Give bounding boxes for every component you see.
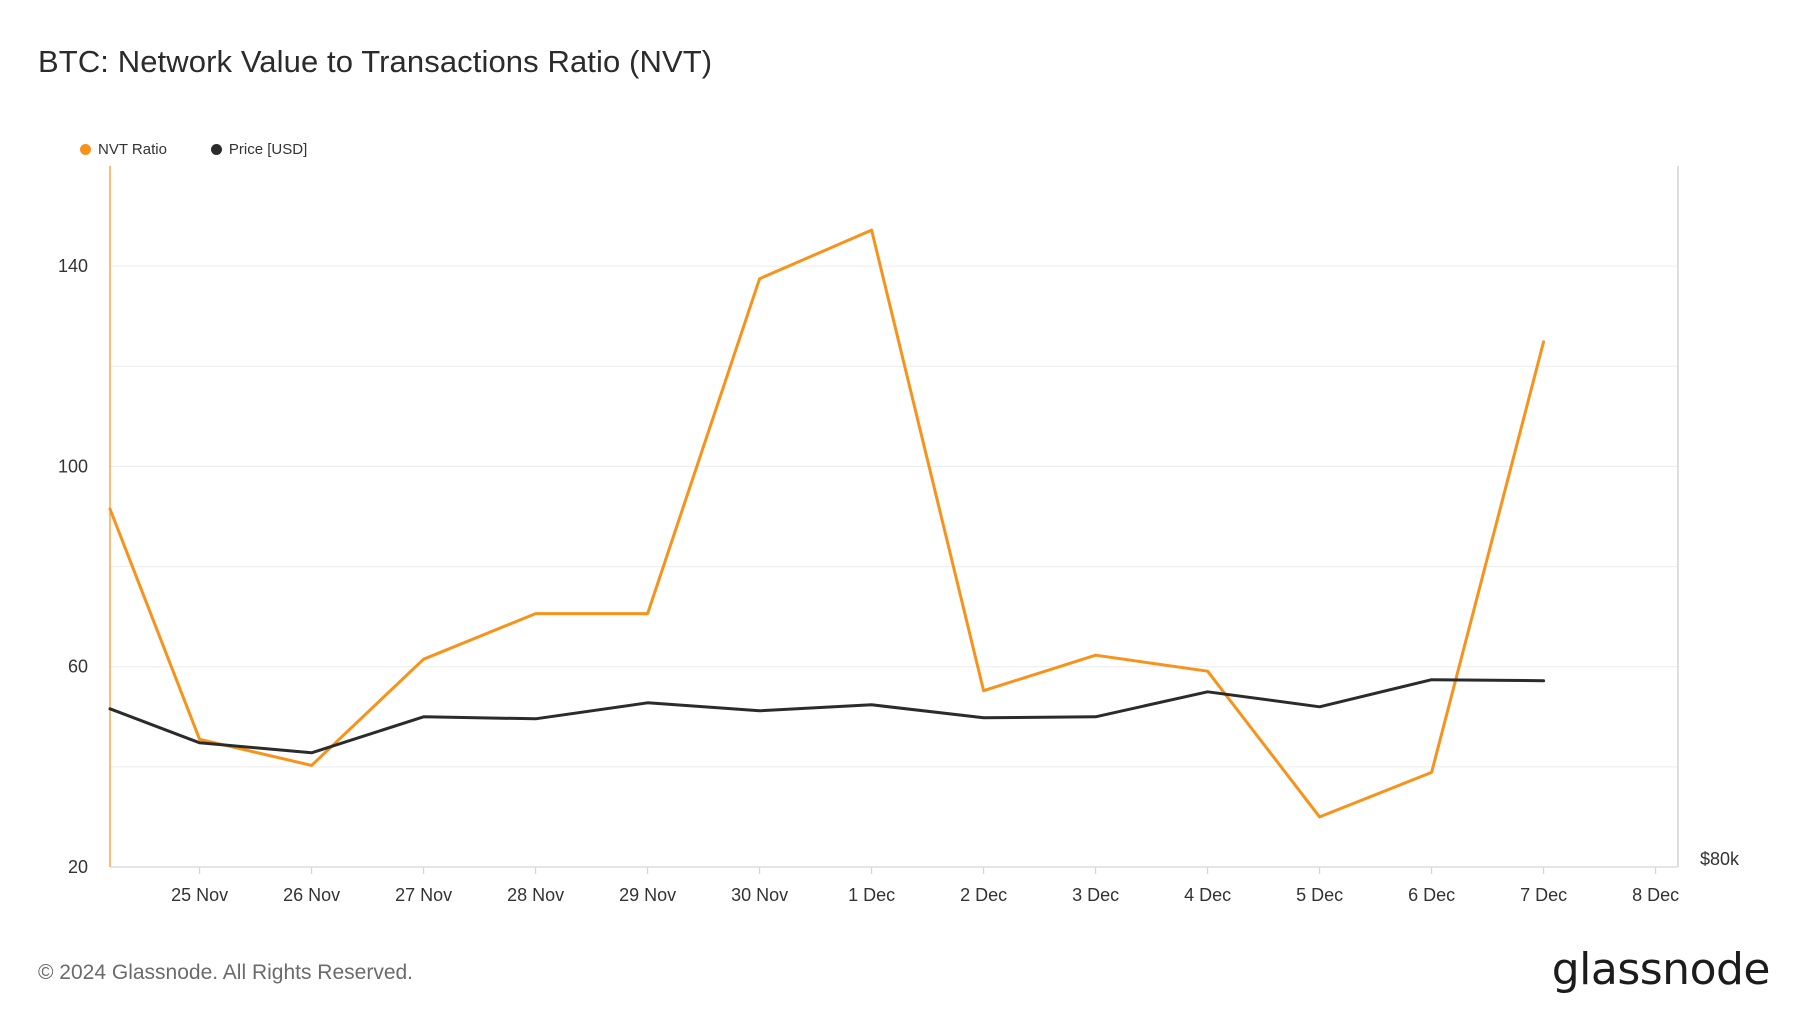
copyright-text: © 2024 Glassnode. All Rights Reserved. xyxy=(38,961,414,984)
price-line xyxy=(108,678,1546,755)
nvt-ratio-line xyxy=(108,228,1546,819)
legend-item-nvt[interactable]: NVT Ratio xyxy=(80,141,167,158)
x-tick-label-8: 3 Dec xyxy=(1072,885,1119,905)
x-tick-label-11: 6 Dec xyxy=(1408,885,1455,905)
x-tick-label-5: 30 Nov xyxy=(731,885,788,905)
x-tick-label-10: 5 Dec xyxy=(1296,885,1343,905)
y-tick-label-20: 20 xyxy=(68,857,88,877)
x-tick-label-6: 1 Dec xyxy=(848,885,895,905)
legend-dot-nvt xyxy=(80,144,91,155)
x-tick-label-0: 25 Nov xyxy=(171,885,228,905)
x-tick-label-2: 27 Nov xyxy=(395,885,452,905)
legend-label-price: Price [USD] xyxy=(228,141,308,158)
x-tick-label-7: 2 Dec xyxy=(960,885,1007,905)
y-tick-label-100: 100 xyxy=(58,456,88,476)
x-tick-label-3: 28 Nov xyxy=(507,885,564,905)
legend-item-price[interactable]: Price [USD] xyxy=(210,141,308,158)
x-tick-label-1: 26 Nov xyxy=(283,885,340,905)
x-tick-label-4: 29 Nov xyxy=(619,885,676,905)
chart-legend: NVT Ratio Price [USD] xyxy=(80,141,307,158)
y-right-tick-label: $80k xyxy=(1700,849,1740,869)
x-tick-label-12: 7 Dec xyxy=(1520,885,1567,905)
x-tick-label-9: 4 Dec xyxy=(1184,885,1231,905)
y-tick-label-140: 140 xyxy=(58,256,88,276)
legend-dot-price xyxy=(210,144,222,155)
chart-title: BTC: Network Value to Transactions Ratio… xyxy=(38,44,713,79)
y-tick-label-60: 60 xyxy=(68,657,88,677)
glassnode-logo: glassnode xyxy=(1551,944,1771,995)
x-tick-label-13: 8 Dec xyxy=(1632,885,1679,905)
legend-label-nvt: NVT Ratio xyxy=(98,141,167,158)
